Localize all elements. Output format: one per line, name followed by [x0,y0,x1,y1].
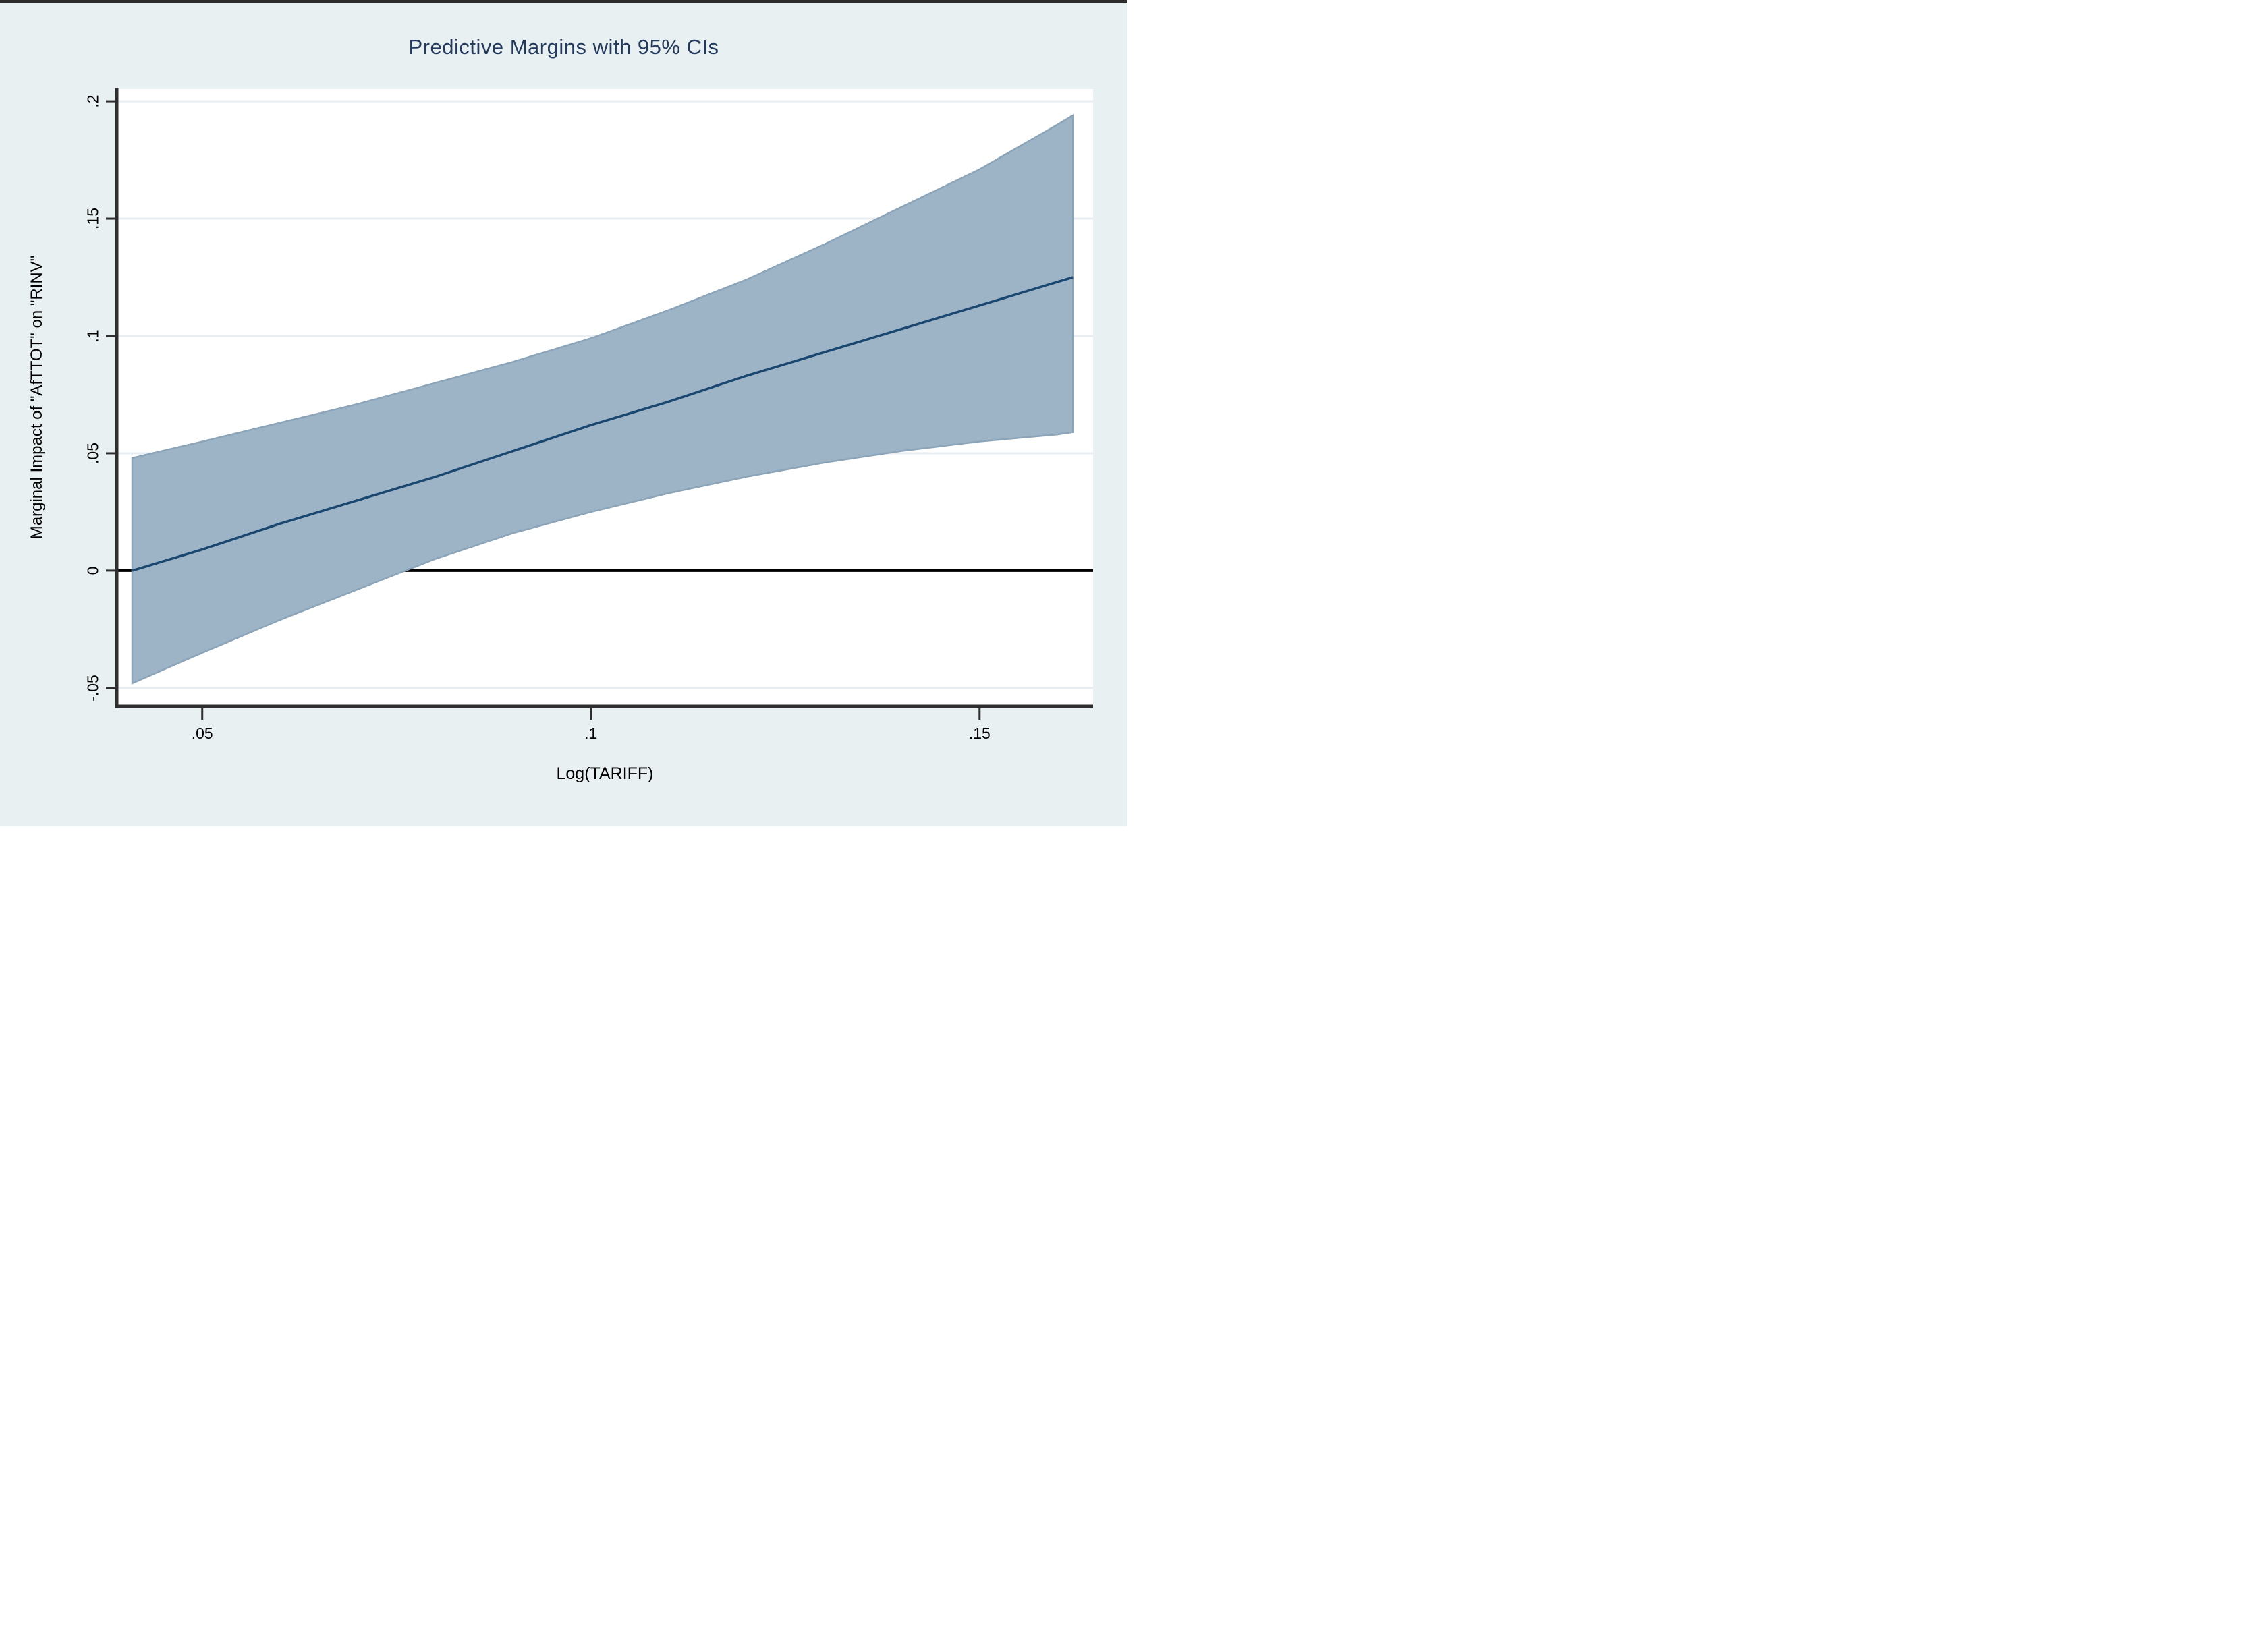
stata-margins-chart: Predictive Margins with 95% CIs Marginal… [0,0,1128,826]
y-tick-label: .05 [84,442,102,464]
x-tick-label: .15 [968,724,991,742]
y-axis-title: Marginal Impact of "AfTTOT" on "RINV" [28,255,46,540]
y-tick-label: .15 [84,208,102,230]
window-top-border [0,0,1128,3]
y-tick-label: 0 [84,566,102,575]
x-axis-title: Log(TARIFF) [556,764,654,783]
x-tick-label: .1 [584,724,598,742]
confidence-band [131,113,1074,685]
chart-title: Predictive Margins with 95% CIs [408,35,719,59]
x-tick-label: .05 [191,724,213,742]
y-tick-label: -.05 [84,675,102,702]
y-tick-label: .1 [84,329,102,343]
y-tick-label: .2 [84,94,102,108]
plot-canvas [106,88,1093,720]
margin-line [132,276,1074,572]
